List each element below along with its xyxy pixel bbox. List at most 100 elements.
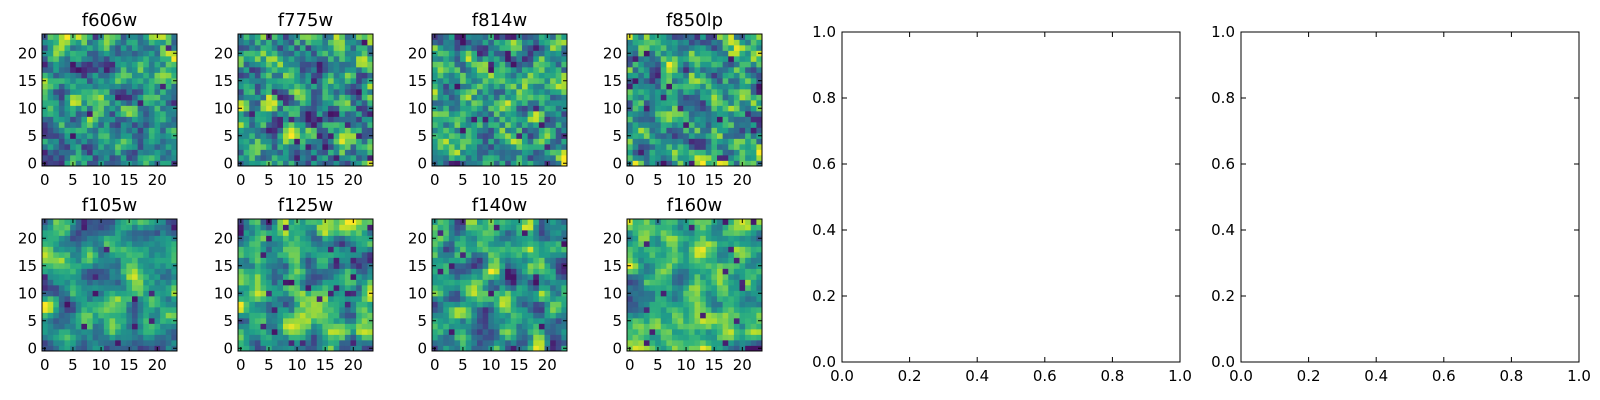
- heatmap-cell: [316, 241, 323, 247]
- heatmap-cell: [92, 307, 99, 313]
- heatmap-cell: [333, 39, 340, 46]
- heatmap-cell: [316, 144, 323, 150]
- heatmap-cell: [160, 61, 167, 68]
- heatmap-cell: [454, 296, 461, 302]
- heatmap-cell: [333, 45, 340, 51]
- heatmap-cell: [81, 45, 88, 51]
- y-tick-label: 0: [27, 339, 37, 357]
- heatmap-cell: [733, 39, 740, 46]
- heatmap-cell: [649, 296, 656, 302]
- heatmap-cell: [550, 290, 557, 297]
- heatmap-cell: [465, 285, 472, 291]
- heatmap-cell: [42, 45, 48, 51]
- heatmap-cell: [516, 274, 523, 280]
- heatmap-cell: [499, 160, 506, 167]
- heatmap-cell: [115, 56, 122, 62]
- heatmap-cell: [443, 268, 450, 275]
- heatmap-cell: [305, 105, 312, 112]
- heatmap-cell: [316, 78, 323, 84]
- heatmap-cell: [756, 230, 763, 236]
- heatmap-cell: [316, 235, 323, 242]
- heatmap-cell: [493, 138, 500, 145]
- heatmap-cell: [533, 241, 540, 247]
- heatmap-cell: [522, 39, 528, 46]
- heatmap-cell: [527, 329, 534, 335]
- heatmap-cell: [165, 116, 172, 123]
- heatmap-cell: [339, 105, 346, 112]
- heatmap-cell: [627, 111, 633, 117]
- x-tick-label: 0: [236, 356, 246, 374]
- heatmap-cell: [98, 94, 105, 101]
- heatmap-cell: [750, 307, 757, 313]
- heatmap-cell: [477, 122, 483, 128]
- heatmap-cell: [333, 105, 340, 112]
- heatmap-cell: [165, 56, 172, 62]
- heatmap-cell: [266, 45, 273, 51]
- heatmap-cell: [165, 312, 172, 319]
- heatmap-cell: [493, 89, 500, 95]
- heatmap-cell: [143, 105, 150, 112]
- heatmap-cell: [238, 116, 244, 123]
- heatmap-cell: [544, 127, 551, 134]
- heatmap-cell: [527, 105, 534, 112]
- heatmap-cell: [477, 56, 483, 62]
- heatmap-cell: [643, 94, 650, 101]
- heatmap-cell: [53, 252, 60, 258]
- heatmap-cell: [666, 285, 673, 291]
- heatmap-cell: [627, 149, 633, 156]
- heatmap-cell: [533, 224, 540, 231]
- heatmap-cell: [243, 279, 250, 286]
- heatmap-cell: [683, 56, 690, 62]
- heatmap-cell: [109, 224, 116, 231]
- heatmap-cell: [266, 323, 273, 330]
- heatmap-cell: [728, 67, 735, 73]
- heatmap-cell: [70, 78, 77, 84]
- heatmap-cell: [505, 39, 512, 46]
- heatmap-cell: [305, 149, 312, 156]
- heatmap-cell: [311, 290, 318, 297]
- heatmap-cell: [705, 307, 712, 313]
- heatmap-cell: [137, 340, 144, 346]
- heatmap-cell: [516, 230, 523, 236]
- heatmap-cell: [47, 340, 54, 346]
- heatmap-cell: [160, 224, 167, 231]
- heatmap-cell: [471, 334, 478, 341]
- heatmap-cell: [643, 323, 650, 330]
- heatmap-cell: [294, 111, 301, 117]
- heatmap-cell: [165, 144, 172, 150]
- heatmap-cell: [649, 334, 656, 341]
- heatmap-cell: [510, 89, 517, 95]
- heatmap-cell: [688, 78, 695, 84]
- heatmap-cell: [53, 263, 60, 269]
- heatmap-cell: [499, 56, 506, 62]
- heatmap-cell: [160, 138, 167, 145]
- heatmap-cell: [115, 138, 122, 145]
- heatmap-cell: [328, 263, 334, 269]
- heatmap-cell: [666, 160, 673, 167]
- heatmap-cell: [283, 257, 289, 264]
- heatmap-cell: [561, 257, 568, 264]
- heatmap-cell: [460, 50, 467, 57]
- heatmap-cell: [488, 263, 495, 269]
- heatmap-cell: [638, 290, 645, 297]
- heatmap-cell: [53, 219, 60, 225]
- heatmap-cell: [465, 257, 472, 264]
- heatmap-cell: [505, 160, 512, 167]
- heatmap-cell: [660, 252, 667, 258]
- heatmap-cell: [132, 61, 138, 68]
- heatmap-cell: [655, 285, 662, 291]
- heatmap-cell: [711, 263, 718, 269]
- heatmap-cell: [505, 122, 512, 128]
- heatmap-cell: [316, 155, 323, 161]
- heatmap-cell: [522, 100, 528, 106]
- heatmap-cell: [739, 290, 746, 297]
- heatmap-cell: [137, 78, 144, 84]
- heatmap-cell: [688, 160, 695, 167]
- heatmap-cell: [493, 100, 500, 106]
- heatmap-cell: [249, 263, 256, 269]
- heatmap-cell: [522, 345, 528, 352]
- heatmap-cell: [538, 296, 545, 302]
- heatmap-cell: [277, 34, 284, 40]
- heatmap-cell: [666, 122, 673, 128]
- heatmap-cell: [367, 268, 374, 275]
